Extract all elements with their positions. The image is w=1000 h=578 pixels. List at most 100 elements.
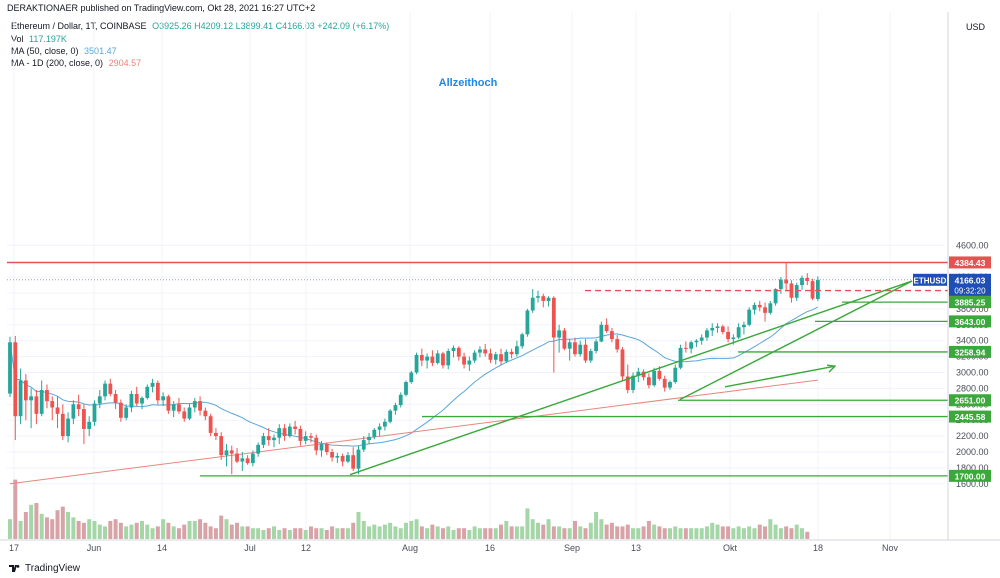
volume-bar [161,519,166,539]
volume-bar [726,526,731,539]
candle [166,394,171,414]
volume-bar [277,530,282,539]
candle [92,400,97,426]
symbol-name[interactable]: Ethereum / Dollar, 1T, COINBASE [11,21,147,31]
volume-bar [562,528,567,539]
candle-body [277,428,282,438]
candle-body [404,382,408,395]
candle-body [462,356,466,365]
candle [34,389,39,425]
volume-bar [129,524,134,539]
volume-bar [789,528,794,539]
volume-bar [689,528,694,539]
y-tick-label: 3800.00 [956,304,989,314]
candle [425,353,430,369]
candle-body [742,324,746,328]
volume-bar [213,528,218,539]
volume-bar [182,524,187,539]
candle [324,442,329,456]
candle [567,339,572,361]
y-tick-label: 2200.00 [956,431,989,441]
volume-bar [763,526,768,539]
candle [462,352,466,369]
volume-bar [308,526,313,539]
candle [509,348,514,359]
volume-bar [520,526,525,539]
x-tick-label: 14 [157,543,167,553]
candle [414,352,419,375]
volume-bar [266,528,271,539]
volume-bar [488,528,493,539]
candle [757,300,762,312]
candle [97,389,102,409]
support-tag-bg [949,315,991,328]
candle [71,400,76,425]
candle-body [177,404,181,412]
support-tag-text: 3643.00 [955,317,986,327]
candle-body [673,367,678,383]
candle [409,370,414,384]
volume-bar [71,517,76,539]
volume-bar [240,526,245,539]
candle-body [13,342,18,417]
candle [208,413,213,437]
candle-body [18,380,23,417]
candle-body [309,436,313,438]
candle-body [551,297,556,338]
volume-bar [293,528,298,539]
candle [583,339,588,363]
volume-bar [103,526,108,539]
support-tag-bg [949,296,991,309]
candle [726,326,730,343]
volume-bar [235,522,240,539]
candle [340,453,345,467]
volume-bar [13,479,18,539]
volume-bar [446,526,451,539]
volume-bar [303,530,308,539]
candle [235,448,239,464]
candle-body [287,426,292,437]
volume-bar [351,522,356,539]
volume-bar [462,528,467,539]
support-tag-bg [949,394,991,407]
ma50-legend[interactable]: MA (50, close, 0) 3501.47 [11,46,117,56]
candles [8,262,820,475]
candle-body [60,413,65,437]
candle-body [356,449,361,469]
candle [472,350,477,363]
support-tag: 3643.00 [949,315,991,328]
candle [367,432,371,445]
candle [435,350,440,365]
candle-body [631,375,635,390]
candle-body [229,450,234,454]
candle [668,380,672,390]
volume-bar [29,504,34,539]
volume-bar [578,526,583,539]
candle [224,444,229,467]
volume-bar [382,524,387,539]
candle-body [430,356,435,363]
candle [815,276,820,302]
volume-bar [631,528,636,539]
ma200-legend[interactable]: MA - 1D (200, close, 0) 2904.57 [11,58,141,68]
candle-body [171,404,176,411]
x-tick-label: 12 [301,543,311,553]
candle-body [129,393,134,408]
candle [763,302,767,322]
candle-body [615,339,620,350]
tradingview-logo[interactable]: TradingView [8,561,80,575]
candle [573,337,577,357]
candle-body [182,411,187,419]
candle [282,424,287,441]
ma50-line [9,306,819,447]
candle-body [520,334,525,347]
candle [356,445,361,475]
volume-legend[interactable]: Vol 117.197K [11,34,67,44]
x-tick-label: Jun [87,543,102,553]
candle-body [351,455,356,469]
candle-body [192,401,197,408]
candle [805,273,810,286]
candle [551,296,556,373]
candle-body [161,396,166,401]
